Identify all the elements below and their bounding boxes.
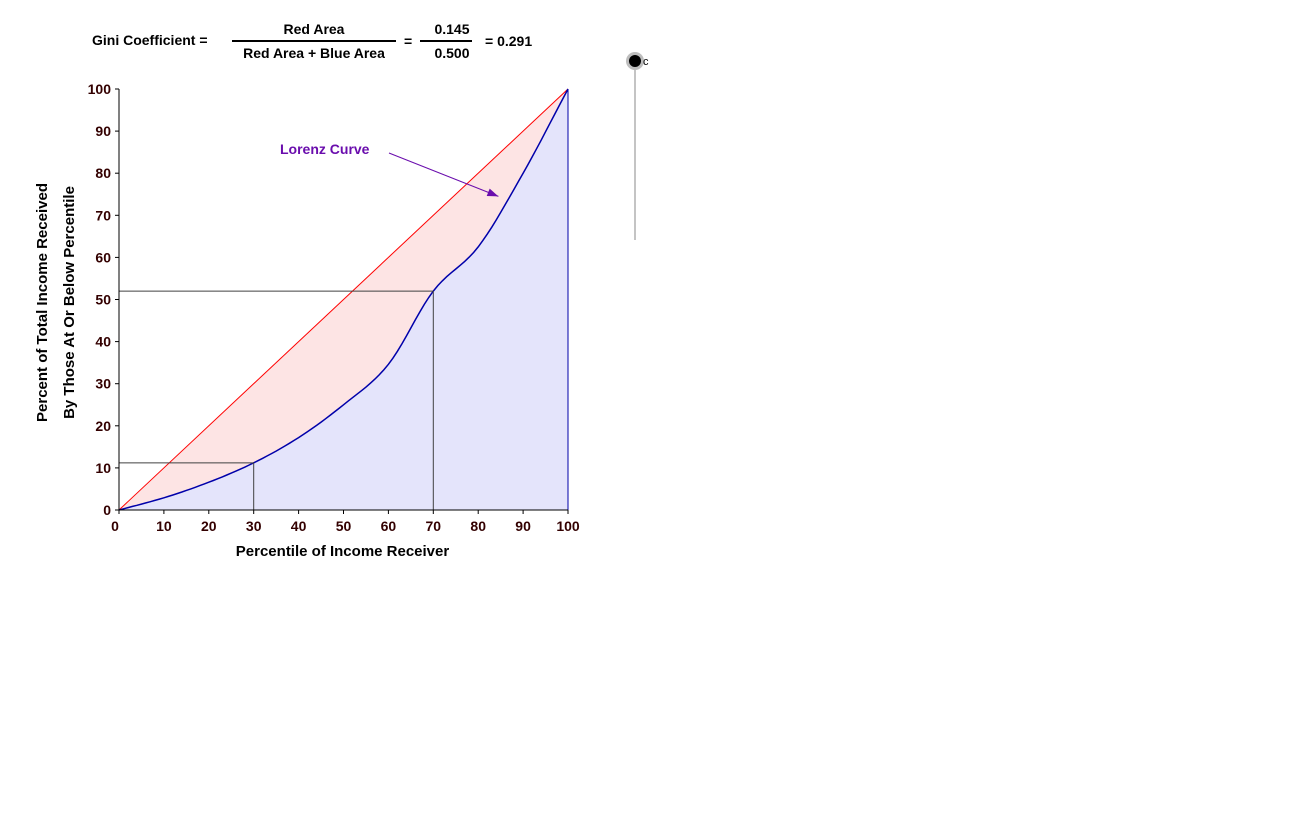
formula-value-denominator: 0.500 [434, 45, 470, 61]
y-tick-label: 10 [95, 460, 111, 476]
x-tick-label: 20 [201, 518, 217, 534]
x-axis-title: Percentile of Income Receiver [236, 543, 450, 560]
y-tick-label: 70 [95, 207, 111, 223]
y-tick-label: 50 [95, 292, 111, 308]
y-tick-label: 90 [95, 123, 111, 139]
y-tick-label: 60 [95, 249, 111, 265]
x-tick-label: 40 [291, 518, 307, 534]
y-tick-label: 100 [88, 81, 112, 97]
equality-line [118, 88, 569, 511]
formula-value-bar [420, 40, 472, 42]
lorenz-arrowhead [486, 188, 499, 197]
x-tick-label: 90 [515, 518, 531, 534]
formula-fraction-bar [232, 40, 396, 42]
x-tick-label: 100 [556, 518, 580, 534]
y-axis-title-line2: By Those At Or Below Percentile [61, 186, 78, 419]
lorenz-arrow [388, 152, 499, 197]
x-tick-label: 10 [156, 518, 172, 534]
y-tick-label: 0 [103, 502, 111, 518]
y-tick-label: 80 [95, 165, 111, 181]
gini-label: Gini Coefficient = [92, 32, 208, 48]
formula-equals: = [404, 33, 413, 49]
y-tick-label: 30 [95, 376, 111, 392]
y-tick-label: 20 [95, 418, 111, 434]
y-tick-label: 40 [95, 334, 111, 350]
x-tick-label: 50 [336, 518, 352, 534]
x-tick-label: 30 [246, 518, 262, 534]
slider-handle[interactable] [629, 55, 641, 67]
x-tick-label: 70 [426, 518, 442, 534]
slider-label: c [643, 56, 649, 68]
x-tick-label: 60 [381, 518, 397, 534]
formula-value-numerator: 0.145 [434, 21, 470, 37]
formula-denominator: Red Area + Blue Area [243, 45, 385, 61]
x-tick-label: 0 [111, 518, 119, 534]
lorenz-curve-label: Lorenz Curve [280, 141, 370, 157]
x-tick-label: 80 [470, 518, 486, 534]
gini-result: = 0.291 [485, 33, 533, 49]
y-axis-title-line1: Percent of Total Income Received [34, 183, 51, 422]
blue-area [119, 89, 568, 510]
formula-numerator: Red Area [283, 21, 345, 37]
lorenz-curve [118, 88, 569, 511]
